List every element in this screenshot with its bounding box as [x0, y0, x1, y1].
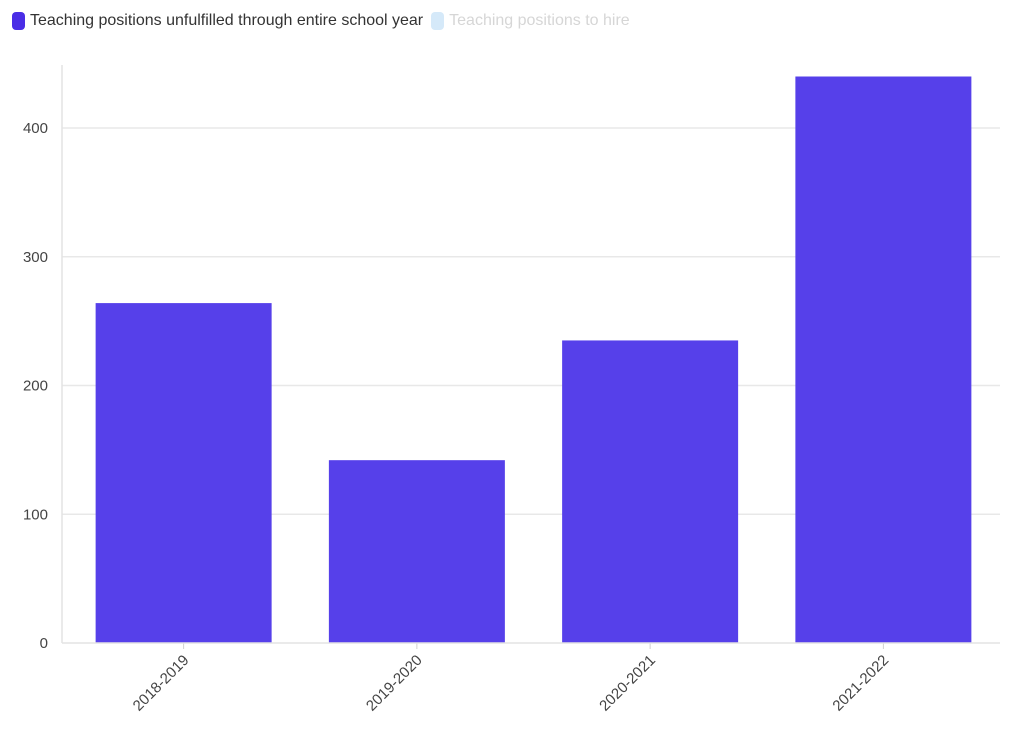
chart-legend: Teaching positions unfulfilled through e… — [12, 12, 630, 30]
y-tick-label: 200 — [23, 378, 48, 395]
bar-2018-2019[interactable] — [95, 303, 272, 643]
x-tick-label: 2021-2022 — [829, 652, 892, 715]
legend-swatch-icon — [12, 12, 25, 30]
y-tick-label: 100 — [23, 506, 48, 523]
legend-swatch-icon — [431, 12, 445, 30]
bar-2020-2021[interactable] — [562, 340, 739, 643]
bar-2019-2020[interactable] — [328, 460, 505, 643]
x-tick-label: 2020-2021 — [596, 652, 659, 715]
bar-2021-2022[interactable] — [795, 76, 972, 644]
legend-item-unfulfilled[interactable]: Teaching positions unfulfilled through e… — [12, 12, 423, 30]
legend-label: Teaching positions unfulfilled through e… — [30, 12, 424, 29]
legend-item-to-hire[interactable]: Teaching positions to hire — [431, 12, 630, 30]
legend-label: Teaching positions to hire — [449, 12, 630, 29]
y-tick-label: 0 — [40, 635, 48, 652]
y-tick-label: 300 — [23, 249, 48, 266]
x-tick-label: 2018-2019 — [130, 652, 193, 715]
y-tick-label: 400 — [23, 120, 48, 137]
x-tick-label: 2019-2020 — [363, 652, 426, 715]
